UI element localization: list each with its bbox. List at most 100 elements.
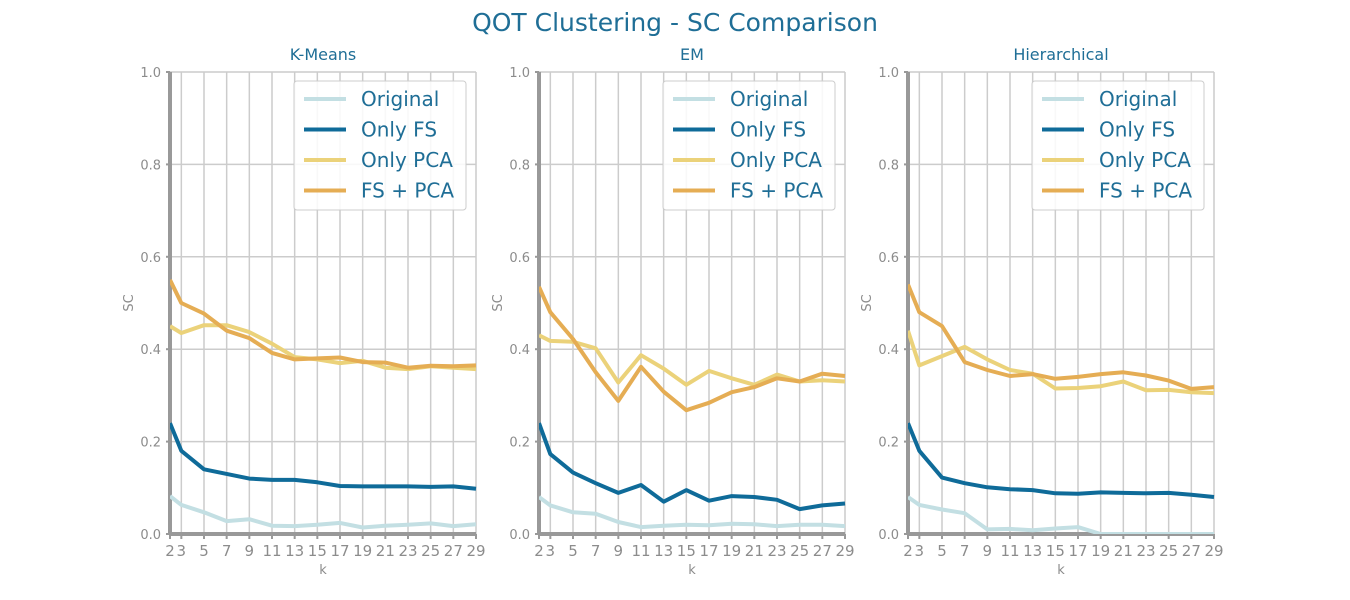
x-tick-label: 11 [1000,542,1019,560]
legend: Original Only FS Only PCA FS + PCA [293,80,467,211]
x-tick-label: 21 [1114,542,1133,560]
x-tick-label: 13 [285,542,304,560]
legend-label: Only FS [361,118,437,142]
figure-title: QOT Clustering - SC Comparison [472,8,878,37]
x-tick-label: 29 [835,542,854,560]
x-tick-label: 3 [915,542,925,560]
series-line-original [908,495,1214,534]
legend-label: Original [730,87,808,111]
y-tick-label: 0.2 [140,436,161,451]
x-tick-label: 3 [177,542,187,560]
x-tick-label: 5 [199,542,209,560]
x-tick-label: 2 [534,542,544,560]
x-tick-label: 23 [1136,542,1155,560]
legend-box [293,80,467,211]
legend: Original Only FS Only PCA FS + PCA [1031,80,1205,211]
x-tick-label: 17 [1068,542,1087,560]
x-tick-label: 23 [398,542,417,560]
series-line-original [170,494,477,530]
x-tick-label: 2 [165,542,175,560]
x-tick-label: 17 [699,542,718,560]
x-tick-label: 23 [767,542,786,560]
series-line-only-fs [908,422,1215,499]
y-tick-label: 1.0 [140,66,161,81]
legend-label: Original [1099,87,1177,111]
x-tick-label: 21 [376,542,395,560]
x-tick-label: 9 [245,542,255,560]
x-tick-label: 27 [1182,542,1201,560]
x-tick-label: 27 [813,542,832,560]
y-tick-label: 1.0 [878,66,899,81]
x-tick-label: 9 [983,542,993,560]
x-axis-label: k [688,563,696,578]
chart-panel-2: EM0.00.20.40.60.81.02 3 5 7 9 11 13 15 17 19 21 23 2… [491,45,855,578]
y-axis-label: SC [860,294,875,311]
x-axis-label: k [1057,563,1065,578]
legend: Original Only FS Only PCA FS + PCA [662,80,836,211]
y-tick-label: 0.6 [509,251,530,266]
series-line-fs-pca [908,283,1215,391]
x-tick-label: 29 [466,542,485,560]
subplot-title: Hierarchical [1013,45,1108,64]
x-tick-label: 7 [591,542,601,560]
subplot-title: EM [680,45,704,64]
series-line-only-fs [539,422,846,512]
x-tick-label: 7 [960,542,970,560]
legend-label: Only FS [730,118,806,142]
x-tick-label: 19 [722,542,741,560]
x-tick-label: 9 [614,542,624,560]
x-tick-label: 17 [330,542,349,560]
series-line-fs-pca [170,279,477,370]
x-tick-label: 25 [421,542,440,560]
legend-label: Only PCA [1099,148,1191,172]
legend-label: FS + PCA [730,179,823,203]
y-tick-label: 0.6 [878,251,899,266]
legend-label: Original [361,87,439,111]
y-tick-label: 0.6 [140,251,161,266]
y-tick-label: 0.4 [509,343,530,358]
x-tick-label: 21 [745,542,764,560]
series-line-only-pca [908,330,1215,396]
y-tick-label: 0.4 [140,343,161,358]
y-tick-label: 0.4 [878,343,899,358]
legend-label: Only PCA [361,148,453,172]
y-tick-label: 1.0 [509,66,530,81]
x-tick-label: 11 [262,542,281,560]
x-tick-label: 15 [677,542,696,560]
y-tick-label: 0.0 [140,528,161,543]
legend-label: Only FS [1099,118,1175,142]
y-tick-label: 0.2 [509,436,530,451]
x-tick-label: 2 [903,542,913,560]
x-tick-label: 15 [308,542,327,560]
x-tick-label: 3 [546,542,556,560]
y-tick-label: 0.0 [509,528,530,543]
x-tick-label: 25 [1159,542,1178,560]
x-tick-label: 5 [568,542,578,560]
y-tick-label: 0.2 [878,436,899,451]
x-tick-label: 25 [790,542,809,560]
y-axis-label: SC [491,294,506,311]
legend-label: Only PCA [730,148,822,172]
series-line-only-fs [170,422,477,491]
y-tick-label: 0.0 [878,528,899,543]
legend-box [662,80,836,211]
x-tick-label: 29 [1204,542,1223,560]
series-line-fs-pca [539,285,846,413]
x-tick-label: 27 [444,542,463,560]
series-line-original [539,495,846,530]
x-tick-label: 19 [353,542,372,560]
y-tick-label: 0.8 [509,158,530,173]
x-tick-label: 13 [654,542,673,560]
subplot-title: K-Means [290,45,357,64]
x-axis-label: k [319,563,327,578]
y-tick-label: 0.8 [878,158,899,173]
x-tick-label: 7 [222,542,232,560]
y-axis-label: SC [122,294,137,311]
x-tick-label: 5 [937,542,947,560]
x-tick-label: 19 [1091,542,1110,560]
legend-label: FS + PCA [1099,179,1192,203]
y-tick-label: 0.8 [140,158,161,173]
